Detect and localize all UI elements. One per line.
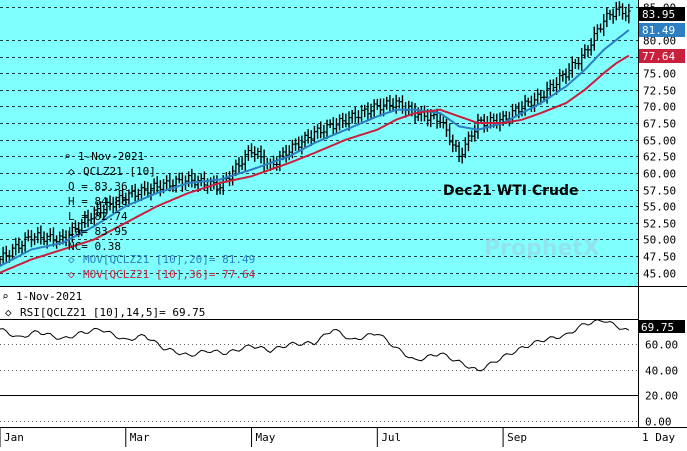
legend-row-la: La= 83.95 — [68, 225, 128, 238]
price-axis-ticks: 45.00 47.50 50.00 52.50 55.00 57.50 60.00 62.50… — [643, 2, 676, 281]
last-value-tags: 83.95 81.49 77.64 — [639, 7, 685, 63]
rsi-plot-area — [0, 287, 638, 427]
last-value-tag: 77.64 — [639, 49, 685, 63]
price-tick-label: 50.00 — [643, 234, 676, 247]
legend-ma36-value: MOV[QCLZ21 [10],36]= 77.64 — [83, 268, 256, 281]
price-tick-label: 72.50 — [643, 85, 676, 98]
price-tick-label: 55.00 — [643, 201, 676, 214]
price-axis-area — [638, 0, 687, 286]
legend-row-h: H = 84.88 — [68, 195, 128, 208]
time-axis-area — [0, 427, 687, 447]
time-axis-labels: Jan Mar May Jul Sep — [0, 427, 527, 447]
time-label-mar: Mar — [130, 431, 150, 444]
price-tick-label: 67.50 — [643, 118, 676, 131]
last-value-tag: 81.49 — [639, 23, 685, 37]
price-tick-label: 60.00 — [643, 168, 676, 181]
ma36-series-line — [0, 54, 630, 274]
rsi-date: 1-Nov-2021 — [16, 290, 82, 303]
last-value-tag-text: 81.49 — [642, 24, 675, 37]
chart-title: Dec21 WTI Crude — [443, 183, 579, 199]
rsi-last-value-tag-bg — [639, 320, 685, 333]
time-label-jul: Jul — [381, 431, 401, 444]
legend-row-l: L = 82.74 — [68, 210, 128, 223]
rsi-tick-label: 20.00 — [645, 390, 678, 403]
time-label-may: May — [256, 431, 276, 444]
rsi-diamond-icon: ◇ — [5, 306, 12, 319]
legend-diamond-icon: ◇ — [68, 165, 75, 178]
last-value-tag-text: 83.95 — [642, 8, 675, 21]
rsi-axis-ticks: 0.00 20.00 40.00 60.00 — [645, 339, 678, 429]
price-tick-label: 57.50 — [643, 185, 676, 198]
legend-symbol: QCLZ21 [10] — [83, 165, 156, 178]
time-label-jan: Jan — [4, 431, 24, 444]
price-tick-label: 47.50 — [643, 251, 676, 264]
rsi-series-line — [0, 319, 630, 372]
period-label: 1 Day — [642, 431, 675, 444]
price-tick-label: 80.00 — [643, 35, 676, 48]
rsi-tick-label: 60.00 — [645, 339, 678, 352]
legend-ohlc-rows: O = 83.36 H = 84.88 L = 82.74 La= 83.95 NC= … — [68, 180, 128, 253]
legend-row-o: O = 83.36 — [68, 180, 128, 193]
ohlc-bar — [626, 3, 631, 24]
price-legend: ⌕ 1-Nov-2021 ◇ QCLZ21 [10] O = 83.36 H = … — [64, 150, 256, 281]
rsi-legend-value: RSI[QCLZ21 [10],14,5]= 69.75 — [20, 306, 205, 319]
legend-ma36-diamond-icon: ◇ — [68, 268, 75, 281]
price-tick-label: 75.00 — [643, 68, 676, 81]
rsi-last-value-tag: 69.75 — [641, 321, 674, 334]
rsi-magnifier-icon: ⌕ — [2, 290, 9, 303]
watermark-text: ProphetX — [484, 236, 600, 261]
price-tick-label: 52.50 — [643, 218, 676, 231]
price-tick-label: 62.50 — [643, 151, 676, 164]
rsi-tick-label: 40.00 — [645, 365, 678, 378]
rsi-gridlines — [0, 319, 638, 422]
legend-date: 1-Nov-2021 — [78, 150, 144, 163]
legend-ma20-value: MOV[QCLZ21 [10],20]= 81.49 — [83, 253, 255, 266]
ma20-series-line — [0, 29, 630, 267]
price-tick-label: 45.00 — [643, 268, 676, 281]
rsi-tick-label: 0.00 — [645, 416, 672, 429]
time-label-sep: Sep — [507, 431, 527, 444]
legend-row-nc: NC= 0.38 — [68, 240, 121, 253]
last-value-tag: 83.95 — [639, 7, 685, 21]
last-value-tag-text: 77.64 — [642, 50, 675, 63]
price-tick-label: 70.00 — [643, 101, 676, 114]
legend-magnifier-icon: ⌕ — [64, 150, 71, 163]
price-plot-area — [0, 0, 638, 286]
legend-ma20-diamond-icon: ◇ — [68, 253, 75, 266]
price-tick-label: 65.00 — [643, 135, 676, 148]
